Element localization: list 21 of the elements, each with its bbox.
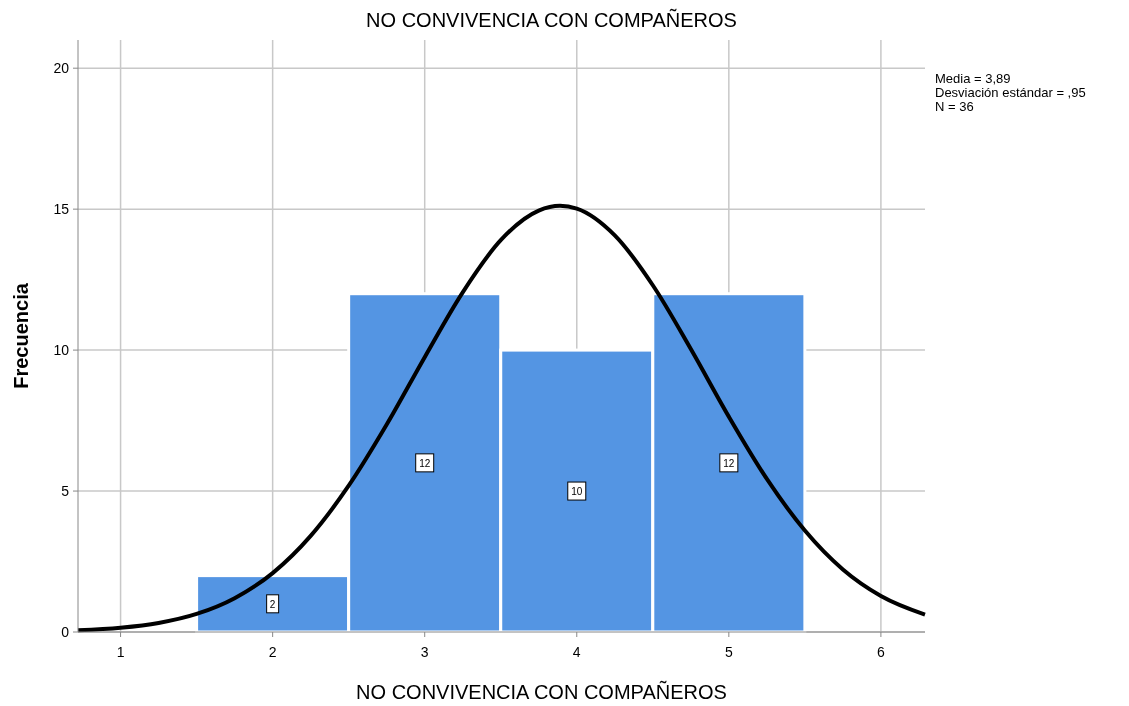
data-label: 12 [723, 457, 735, 469]
x-axis-title: NO CONVIVENCIA CON COMPAÑEROS [356, 680, 727, 703]
y-tick-label: 0 [61, 624, 70, 640]
text: Desviación estándar = ,95 [935, 85, 1086, 100]
x-tick-label: 6 [877, 644, 885, 660]
x-tick-label: 4 [572, 644, 581, 660]
text: Media = 3,89 [935, 71, 1011, 86]
text: N = 36 [935, 99, 974, 114]
y-tick-label: 20 [53, 60, 70, 77]
data-label: 10 [571, 486, 583, 498]
y-tick-label: 15 [53, 201, 70, 218]
y-tick-label: 5 [61, 483, 70, 500]
data-label: 12 [419, 457, 431, 469]
x-tick-label: 5 [724, 644, 733, 660]
x-tick-label: 2 [268, 644, 277, 660]
data-label: 2 [269, 598, 276, 610]
x-tick-label: 3 [420, 644, 429, 660]
chart-title: NO CONVIVENCIA CON COMPAÑEROS [366, 8, 737, 31]
x-tick-label: 1 [116, 644, 125, 660]
y-axis-title: Frecuencia [10, 282, 32, 389]
y-tick-label: 10 [53, 342, 70, 359]
